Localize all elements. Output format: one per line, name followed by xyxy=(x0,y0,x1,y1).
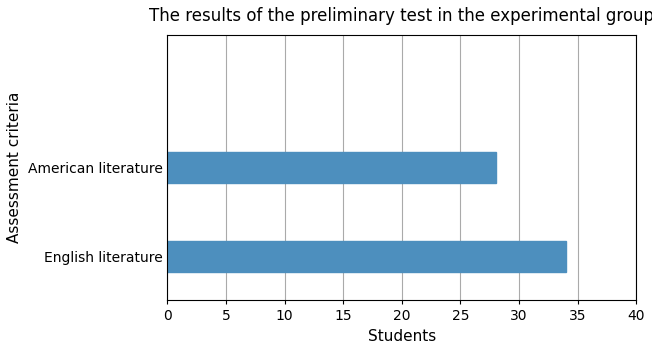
Y-axis label: Assessment criteria: Assessment criteria xyxy=(7,92,22,243)
Bar xyxy=(167,241,566,272)
Title: The results of the preliminary test in the experimental group: The results of the preliminary test in t… xyxy=(149,7,652,25)
Bar xyxy=(167,152,496,183)
X-axis label: Students: Students xyxy=(368,329,436,344)
